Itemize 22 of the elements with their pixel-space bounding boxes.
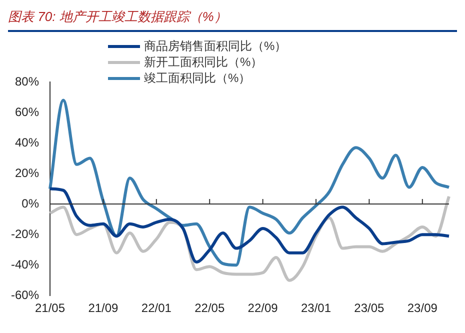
x-tick-label: 23/05: [354, 301, 385, 316]
line-series: [48, 98, 450, 267]
y-tick-label: 60%: [14, 104, 40, 119]
legend-label: 新开工面积同比（%）: [144, 54, 263, 70]
legend-label: 竣工面积同比（%）: [144, 70, 251, 86]
x-tick-label: 22/09: [248, 301, 278, 316]
chart-title: 图表 70: 地产开工竣工数据跟踪（%）: [8, 8, 457, 32]
x-tick-label: 22/01: [141, 301, 172, 316]
x-tick-label: 21/05: [35, 301, 66, 316]
y-tick-label: -40%: [11, 257, 40, 272]
y-tick-label: 20%: [14, 166, 40, 180]
line-series: [48, 187, 450, 264]
y-tick-label: -20%: [11, 226, 40, 241]
x-tick-label: 22/05: [194, 301, 225, 316]
y-tick-label: -60%: [11, 288, 40, 302]
x-tick-label: 21/09: [88, 301, 119, 316]
x-tick-label: 23/09: [407, 301, 438, 316]
legend-label: 商品房销售面积同比（%）: [144, 38, 287, 54]
x-tick-label: 23/01: [300, 301, 332, 316]
y-tick-label: 0%: [22, 196, 40, 210]
y-tick-label: 40%: [14, 135, 40, 150]
y-tick-label: 80%: [14, 74, 40, 88]
